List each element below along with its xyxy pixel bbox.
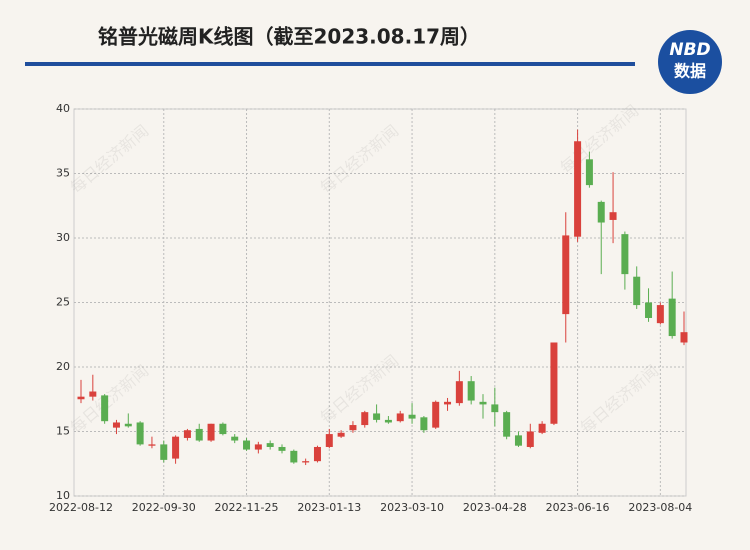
candle-body [562, 235, 570, 315]
candle-body [195, 428, 203, 441]
header-rule [25, 62, 635, 66]
candle-body [361, 412, 369, 426]
candle-body [124, 423, 132, 427]
candle-body [432, 401, 440, 428]
candle-body [313, 446, 321, 462]
candle-body [550, 342, 558, 424]
x-tick-label: 2022-11-25 [215, 501, 279, 514]
candle-body [574, 141, 582, 237]
logo-subtext: 数据 [674, 62, 706, 81]
candle-body [219, 423, 227, 435]
candle-body [384, 419, 392, 423]
candle-body [77, 396, 85, 400]
candle-body [243, 440, 251, 450]
candle-body [455, 381, 463, 404]
y-tick-label: 25 [56, 296, 70, 309]
candle-body [231, 436, 239, 441]
candle-body [609, 212, 617, 220]
candle-body [101, 395, 109, 422]
candle-body [645, 302, 653, 318]
candle-body [136, 422, 144, 445]
candle-body [444, 401, 452, 405]
candle-body [526, 431, 534, 447]
candle-body [538, 423, 546, 433]
candle-body [278, 446, 286, 451]
candle-body [408, 414, 416, 419]
candle-body [585, 159, 593, 186]
candle-body [325, 434, 333, 447]
x-tick-label: 2022-08-12 [49, 501, 113, 514]
candle-body [172, 436, 180, 459]
y-tick-label: 30 [56, 231, 70, 244]
candle-body [479, 401, 487, 405]
candle-body [503, 412, 511, 437]
candle-body [633, 276, 641, 306]
candle-body [337, 432, 345, 437]
candle-body [302, 461, 310, 463]
candle-body [266, 443, 274, 447]
candle-body [668, 298, 676, 337]
y-tick-label: 10 [56, 489, 70, 502]
y-tick-label: 35 [56, 167, 70, 180]
x-tick-label: 2023-01-13 [297, 501, 361, 514]
candle-body [349, 425, 357, 431]
candle-body [680, 332, 688, 343]
x-tick-label: 2022-09-30 [132, 501, 196, 514]
x-tick-label: 2023-03-10 [380, 501, 444, 514]
chart-title: 铭普光磁周K线图（截至2023.08.17周） [98, 25, 480, 49]
candle-body [396, 413, 404, 422]
candle-body [621, 234, 629, 275]
y-tick-label: 15 [56, 425, 70, 438]
candle-body [160, 444, 168, 460]
y-tick-label: 20 [56, 360, 70, 373]
candle-body [112, 422, 120, 428]
candle-body [420, 417, 428, 431]
candle-body [207, 423, 215, 441]
candle-body [467, 381, 475, 401]
candle-body [183, 430, 191, 438]
candle-body [290, 450, 298, 463]
x-tick-label: 2023-08-04 [628, 501, 692, 514]
candle-body [254, 444, 262, 450]
x-tick-label: 2023-06-16 [546, 501, 610, 514]
candle-body [514, 435, 522, 446]
y-tick-label: 40 [56, 102, 70, 115]
candle-body [656, 305, 664, 324]
logo-badge [658, 30, 722, 94]
candle-body [89, 391, 97, 397]
candle-body [373, 413, 381, 420]
logo-text: NBD [669, 40, 710, 60]
candle-body [148, 444, 156, 446]
candle-body [597, 201, 605, 223]
x-tick-label: 2023-04-28 [463, 501, 527, 514]
candle-body [491, 404, 499, 413]
